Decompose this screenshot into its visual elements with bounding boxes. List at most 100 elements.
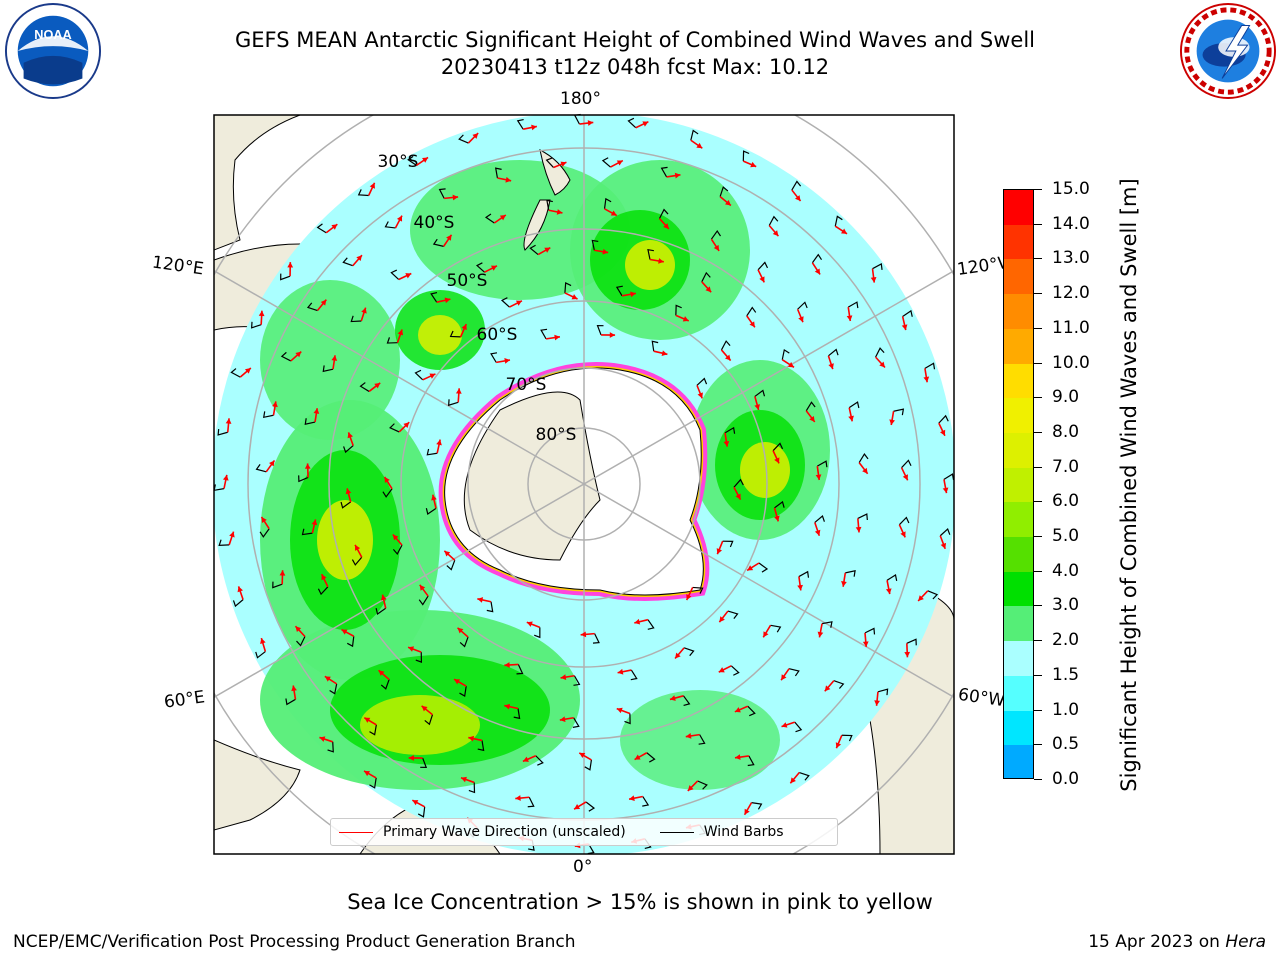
wind-barb <box>627 117 637 129</box>
wave-direction-arrowhead <box>490 265 497 271</box>
wind-barb <box>746 306 757 317</box>
wind-barb <box>213 484 225 492</box>
wind-barb <box>415 652 423 663</box>
nws-logo <box>1179 2 1277 100</box>
colorbar-tick-label: 15.0 <box>1052 179 1090 199</box>
wind-barb <box>438 188 446 199</box>
wave-direction-arrowhead <box>364 770 371 777</box>
colorbar-tick <box>1034 431 1042 433</box>
colorbar-tick-label: 7.0 <box>1052 456 1080 477</box>
wind-barb <box>418 595 429 606</box>
wave-direction-arrowhead <box>452 194 459 201</box>
wind-barb <box>821 621 833 628</box>
colorbar-tick-label: 0.5 <box>1052 734 1080 755</box>
wave-direction-arrowhead <box>809 415 815 422</box>
wave-direction-arrowhead <box>642 121 649 127</box>
colorbar-tick <box>1034 362 1042 364</box>
wave-direction-arrowhead <box>560 674 567 680</box>
wave-direction-arrowhead <box>904 651 911 658</box>
wind-barb <box>529 244 539 256</box>
wave-direction-arrowhead <box>734 707 741 713</box>
wind-barb <box>447 399 459 407</box>
wave-direction-arrowhead <box>685 733 692 739</box>
wave-direction-arrowhead <box>772 230 779 237</box>
wind-barb <box>719 186 729 197</box>
colorbar-tick-label: 9.0 <box>1052 387 1080 408</box>
wind-barb <box>392 544 403 556</box>
wind-barb <box>858 453 869 463</box>
wind-barb <box>906 638 917 646</box>
colorbar-tick-label: 11.0 <box>1052 317 1090 338</box>
wind-barb <box>375 607 387 615</box>
wave-direction-arrowhead <box>942 487 949 494</box>
colorbar-tick <box>1034 327 1042 329</box>
wave-direction-arrowhead <box>313 408 320 414</box>
wind-barb <box>647 248 654 260</box>
wave-direction-arrowhead <box>261 516 267 523</box>
wind-barb <box>382 488 393 498</box>
wind-barb <box>516 664 524 675</box>
wave-direction-arrowhead <box>848 415 854 422</box>
wind-barb <box>742 150 750 162</box>
wave-direction-arrowhead <box>431 494 437 501</box>
wave-direction-arrowhead <box>457 627 464 634</box>
wind-barb <box>346 636 355 648</box>
wind-barb <box>770 624 782 633</box>
wave-direction-arrowhead <box>319 736 326 742</box>
wave-direction-arrowhead <box>901 324 908 331</box>
wave-direction-arrowhead <box>815 474 822 480</box>
noaa-logo: NOAA <box>4 2 102 100</box>
wind-barb <box>848 401 860 409</box>
wind-barb <box>255 651 266 659</box>
wave-direction-arrowhead <box>940 429 946 436</box>
wind-barb <box>658 208 669 219</box>
wind-barb <box>584 759 593 771</box>
lat-label: 40°S <box>414 213 455 233</box>
wind-barb <box>407 155 417 166</box>
wave-direction-arrowhead <box>295 351 302 358</box>
wind-barb <box>864 627 876 635</box>
wave-direction-arrowhead <box>788 362 795 368</box>
wind-barb <box>564 282 572 293</box>
wave-direction-arrowhead <box>295 626 302 633</box>
wave-direction-arrowhead <box>571 294 578 300</box>
wind-barb <box>572 717 580 728</box>
wind-barb <box>601 157 611 168</box>
lat-label: 30°S <box>378 152 419 172</box>
wind-barb <box>834 215 843 227</box>
wave-direction-arrowhead <box>663 223 669 229</box>
colorbar-tick <box>1034 189 1042 190</box>
wave-direction-arrowhead <box>272 401 278 408</box>
wind-barb <box>327 741 334 753</box>
wave-direction-arrowhead <box>380 594 387 601</box>
wave-direction-arrowhead <box>790 777 796 784</box>
date-text: 15 Apr 2023 on <box>1088 932 1226 952</box>
wave-direction-arrowhead <box>556 209 563 215</box>
wind-barb <box>390 269 400 280</box>
wave-direction-arrowhead <box>846 315 853 321</box>
wind-barb <box>690 129 699 141</box>
wind-barb <box>389 423 400 433</box>
colorbar-tick <box>1034 605 1042 607</box>
wind-barb <box>386 337 398 344</box>
wind-barb <box>877 688 889 696</box>
wave-direction-arrowhead <box>824 685 831 692</box>
wave-direction-arrowhead <box>725 199 731 206</box>
wind-barb <box>477 740 485 752</box>
wind-barb <box>251 321 262 329</box>
colorbar-tick <box>1034 293 1042 295</box>
wave-direction-arrowhead <box>616 707 623 714</box>
colorbar-title-text: Significant Height of Combined Wind Wave… <box>1117 178 1141 792</box>
wave-direction-arrowhead <box>889 419 895 426</box>
wind-barb <box>939 528 951 537</box>
wave-direction-arrowhead <box>225 418 232 424</box>
wave-direction-arrowhead <box>602 248 609 255</box>
wave-direction-arrowhead <box>918 595 924 602</box>
wave-direction-arrowhead <box>885 588 892 595</box>
wind-barb <box>304 418 316 425</box>
wave-direction-arrowhead <box>244 368 251 374</box>
lat-label: 80°S <box>536 425 577 445</box>
wave-direction-arrowhead <box>347 432 353 439</box>
wave-direction-arrowhead <box>870 276 877 283</box>
wave-direction-arrowhead <box>526 621 533 627</box>
